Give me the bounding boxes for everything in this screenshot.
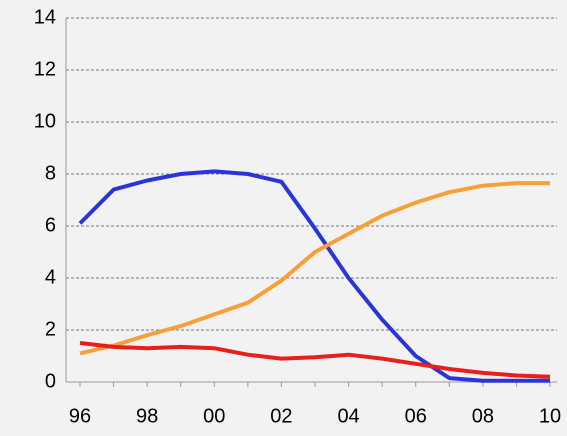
x-tick-label: 98 [136,405,158,427]
y-tick-label: 12 [34,58,56,80]
x-tick-label: 00 [203,405,225,427]
x-tick-label: 96 [69,405,91,427]
y-tick-label: 14 [34,6,56,28]
x-tick-label: 04 [337,405,359,427]
x-tick-label: 08 [472,405,494,427]
x-tick-label: 02 [270,405,292,427]
y-tick-label: 4 [45,266,56,288]
line-series [79,341,551,379]
y-tick-label: 8 [45,162,56,184]
y-tick-label: 10 [34,110,56,132]
y-tick-label: 0 [45,370,56,392]
x-tick-label: 06 [405,405,427,427]
line-series [79,181,550,356]
y-tick-label: 6 [45,214,56,236]
y-tick-label: 2 [45,318,56,340]
line-series [78,169,550,383]
x-tick-label: 10 [539,405,561,427]
